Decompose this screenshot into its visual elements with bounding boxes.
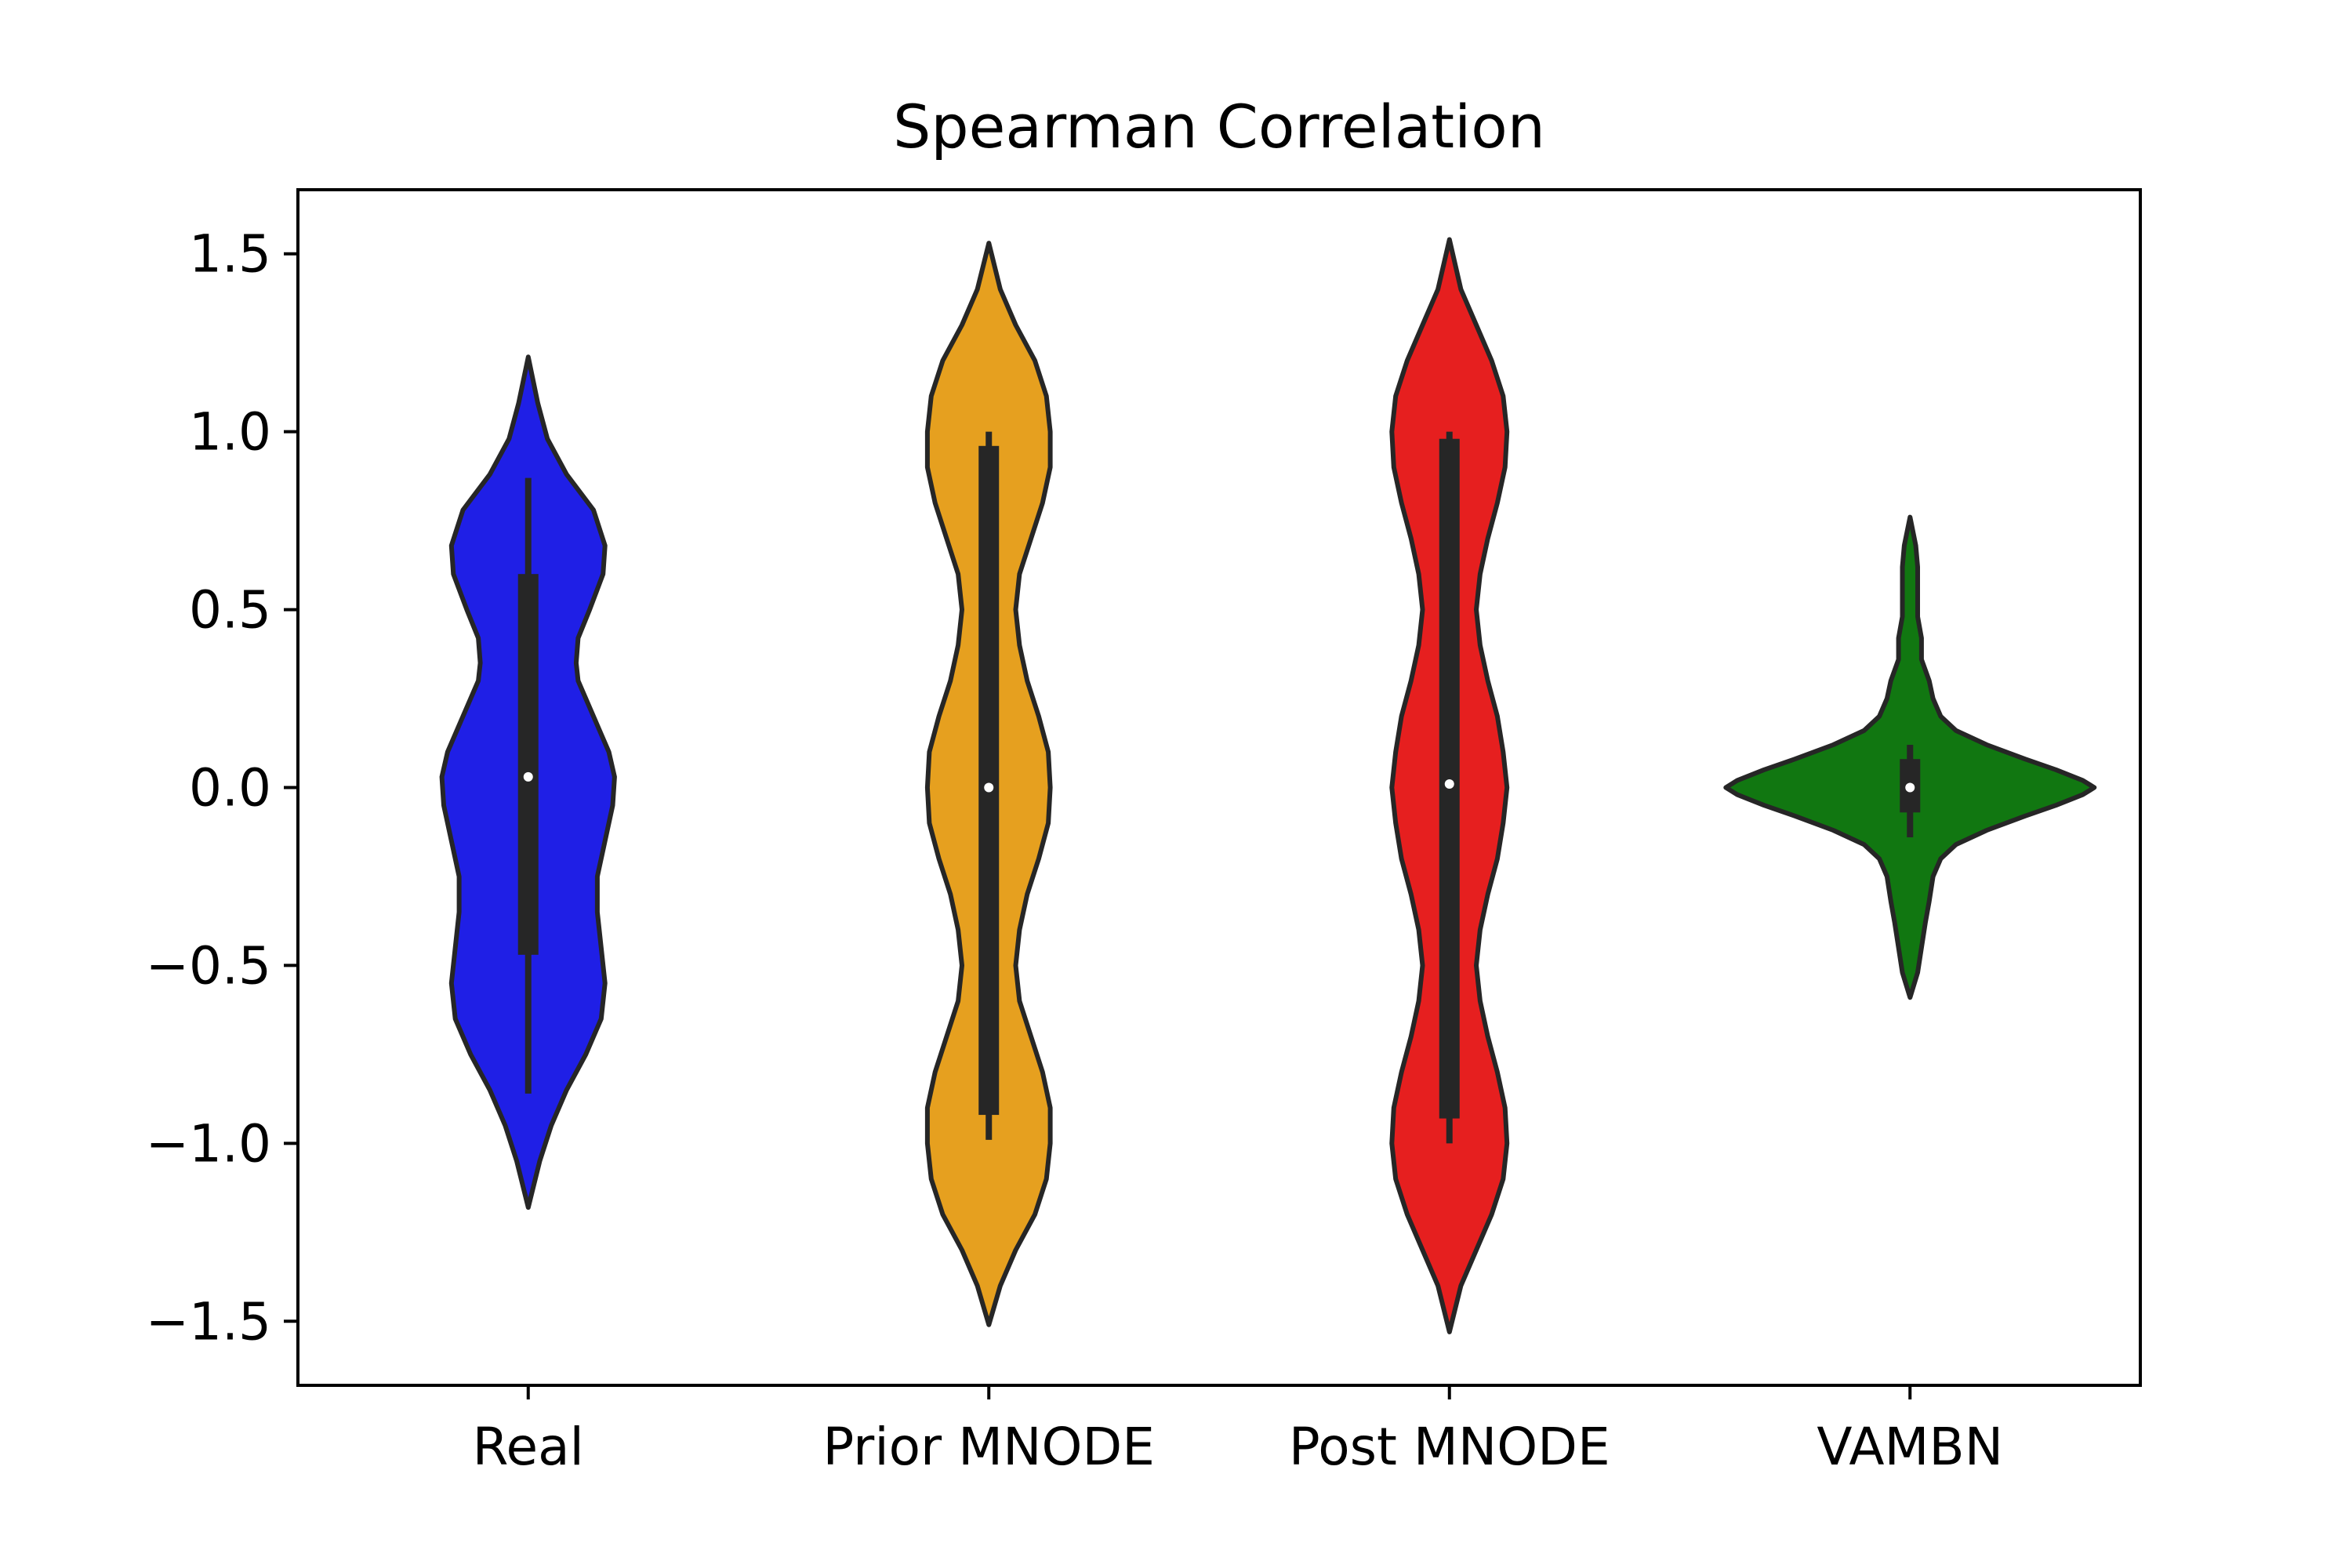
y-tick-label: 1.0 xyxy=(189,402,271,463)
chart-title: Spearman Correlation xyxy=(893,92,1545,162)
median-marker-post-mnode xyxy=(1444,779,1454,789)
y-tick-label: −0.5 xyxy=(146,935,271,996)
y-tick-label: 0.5 xyxy=(189,580,271,641)
median-marker-prior-mnode xyxy=(984,782,994,793)
x-tick-label: Real xyxy=(473,1417,584,1477)
x-tick-label: Prior MNODE xyxy=(823,1417,1155,1477)
y-axis: 1.5 1.0 0.5 0.0 −0.5 −1.0 −1.5 xyxy=(146,224,298,1352)
y-tick-label: −1.0 xyxy=(146,1113,271,1174)
iqr-box-prior-mnode xyxy=(978,445,1000,1116)
y-tick-label: 0.0 xyxy=(189,758,271,818)
y-tick-label: 1.5 xyxy=(189,224,271,285)
x-tick-label: Post MNODE xyxy=(1289,1417,1610,1477)
violins-layer xyxy=(439,237,2097,1334)
median-marker-real xyxy=(523,771,533,782)
x-axis: Real Prior MNODE Post MNODE VAMBN xyxy=(473,1385,2003,1477)
plot-frame xyxy=(296,188,2142,1387)
iqr-box-post-mnode xyxy=(1439,438,1460,1119)
median-marker-vambn xyxy=(1905,782,1915,793)
x-tick-label: VAMBN xyxy=(1817,1417,2003,1477)
y-tick-label: −1.5 xyxy=(146,1291,271,1352)
iqr-box-real xyxy=(517,574,539,955)
